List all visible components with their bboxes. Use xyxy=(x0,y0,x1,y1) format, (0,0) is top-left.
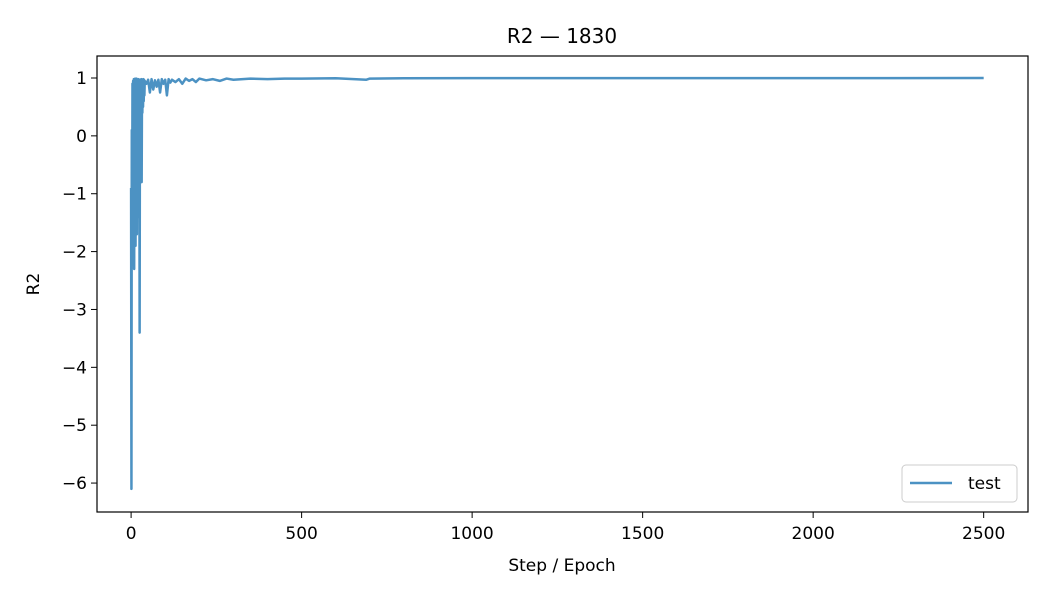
y-tick-label: −3 xyxy=(62,300,87,320)
x-tick-label: 500 xyxy=(285,524,317,544)
y-tick-label: 0 xyxy=(76,127,87,147)
y-axis: −6 −5 −4 −3 −2 −1 0 1 xyxy=(62,69,97,494)
x-axis-label: Step / Epoch xyxy=(508,556,615,576)
axes-frame xyxy=(96,55,1029,513)
legend-label-test: test xyxy=(968,474,1001,494)
series-line-test xyxy=(129,76,984,491)
chart-title: R2 — 1830 xyxy=(507,24,617,48)
y-axis-label: R2 xyxy=(24,273,44,296)
x-tick-label: 2500 xyxy=(962,524,1005,544)
legend: test xyxy=(901,464,1018,503)
x-tick-label: 1000 xyxy=(450,524,493,544)
x-tick-label: 1500 xyxy=(621,524,664,544)
y-tick-label: −5 xyxy=(62,416,87,436)
x-tick-label: 0 xyxy=(126,524,137,544)
x-tick-label: 2000 xyxy=(792,524,835,544)
y-tick-label: −1 xyxy=(62,185,87,205)
y-tick-label: −2 xyxy=(62,243,87,263)
plot-area xyxy=(129,76,984,491)
y-tick-label: 1 xyxy=(76,69,87,89)
x-axis: 0 500 1000 1500 2000 2500 xyxy=(126,512,1005,544)
y-tick-label: −4 xyxy=(62,358,87,378)
legend-box xyxy=(901,464,1018,503)
y-tick-label: −6 xyxy=(62,474,87,494)
